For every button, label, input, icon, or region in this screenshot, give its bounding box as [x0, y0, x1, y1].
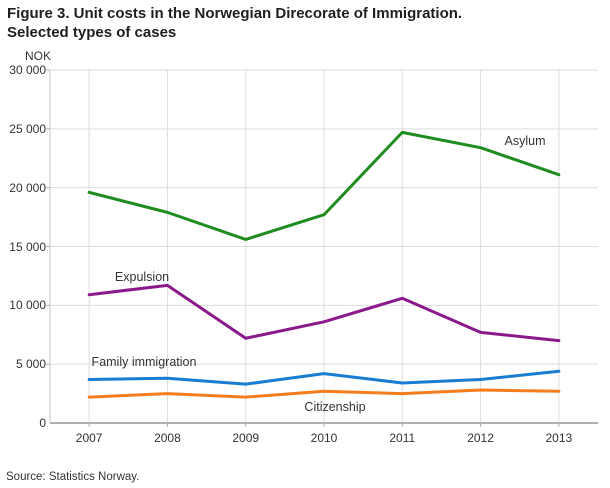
y-tick-label: 15 000: [9, 239, 46, 254]
y-tick-label: 20 000: [9, 180, 46, 195]
series-label-expulsion: Expulsion: [114, 270, 170, 284]
x-tick-label: 2008: [154, 431, 181, 445]
series-line-citizenship: [87, 388, 561, 399]
source-note: Source: Statistics Norway.: [6, 471, 140, 483]
y-tick-label: 0: [39, 416, 46, 430]
figure-title: Figure 3. Unit costs in the Norwegian Di…: [7, 5, 463, 22]
x-tick-label: 2009: [232, 431, 260, 445]
y-tick-label: 25 000: [9, 121, 46, 136]
figure-subtitle: Selected types of cases: [7, 24, 177, 41]
x-tick-label: 2012: [467, 431, 494, 445]
y-tick-label: 10 000: [9, 298, 46, 313]
series-label-asylum: Asylum: [504, 134, 546, 148]
x-tick-label: 2010: [310, 431, 338, 445]
x-tick-label: 2007: [75, 431, 103, 445]
series-line-family-immigration: [87, 369, 561, 386]
y-tick-label: 30 000: [9, 63, 46, 77]
series-line-asylum: [87, 130, 561, 241]
series-label-citizenship: Citizenship: [304, 400, 366, 414]
x-tick-label: 2013: [545, 431, 573, 445]
series-label-family-immigration: Family immigration: [91, 355, 197, 369]
series-line-expulsion: [87, 283, 561, 343]
x-tick-label: 2011: [389, 431, 416, 445]
y-tick-label: 5 000: [15, 357, 46, 372]
y-axis-unit-label: NOK: [25, 49, 52, 63]
